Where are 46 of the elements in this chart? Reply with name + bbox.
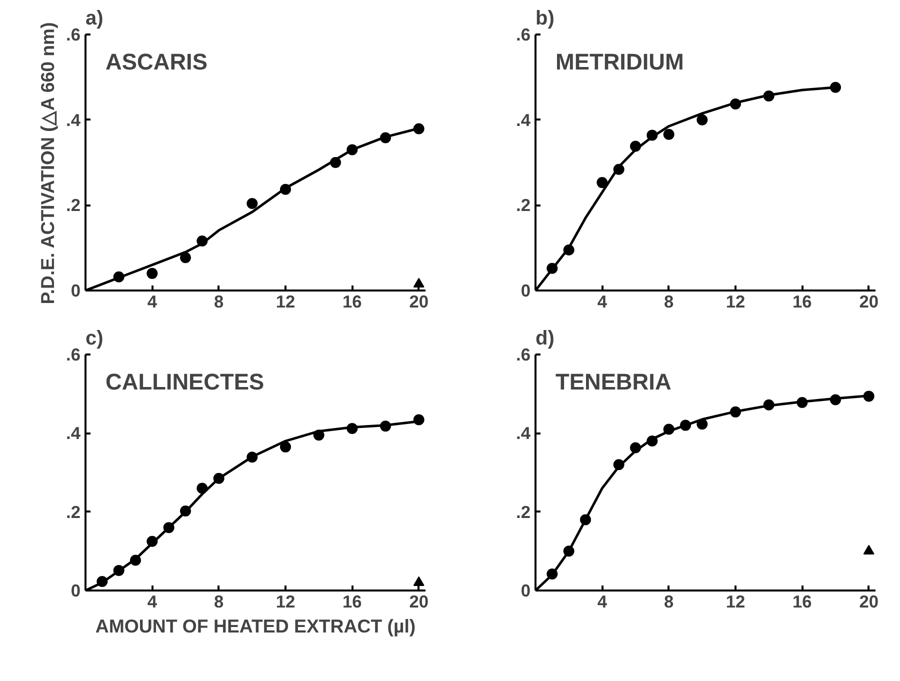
x-tick-label: 4 <box>597 592 608 612</box>
x-tick-label: 8 <box>214 292 224 312</box>
y-tick-label: 0 <box>70 580 81 600</box>
y-tick-label: .2 <box>516 195 530 216</box>
chart-title: c) <box>86 328 104 350</box>
x-tick-label: 20 <box>859 292 878 312</box>
text: TENEBRIA <box>556 368 672 394</box>
y-tick-label: .4 <box>66 110 81 130</box>
text: METRIDIUM <box>556 48 684 74</box>
x-tick-label: 20 <box>859 592 878 612</box>
x-axis-title: AMOUNT OF HEATED EXTRACT (µl) <box>95 616 416 636</box>
y-tick-label: .6 <box>516 24 531 44</box>
chart-title: a) <box>86 8 104 30</box>
y-tick-label: .2 <box>66 195 80 216</box>
y-tick-label: .2 <box>516 502 530 522</box>
y-axis-title: P.D.E. ACTIVATION (△A 660 nm) <box>37 22 58 304</box>
text: CALLINECTES <box>106 368 264 394</box>
x-tick-label: 20 <box>409 592 428 612</box>
y-tick-label: .6 <box>66 344 81 364</box>
x-tick-label: 8 <box>214 592 224 612</box>
y-tick-label: .6 <box>516 344 531 364</box>
x-tick-label: 12 <box>276 592 296 612</box>
x-tick-label: 4 <box>147 592 158 612</box>
chart-title: b) <box>536 8 554 30</box>
x-tick-label: 16 <box>792 592 812 612</box>
y-tick-label: 0 <box>70 280 81 300</box>
x-tick-label: 8 <box>664 292 674 312</box>
x-tick-label: 20 <box>409 292 428 312</box>
x-tick-label: 4 <box>147 292 158 312</box>
chart-title: d) <box>536 328 554 350</box>
x-tick-label: 16 <box>342 592 362 612</box>
y-tick-label: .6 <box>66 24 81 44</box>
y-tick-label: 0 <box>520 580 531 600</box>
x-tick-label: 12 <box>276 292 296 312</box>
x-tick-label: 12 <box>726 592 746 612</box>
x-tick-label: 4 <box>597 292 608 312</box>
y-tick-label: .2 <box>66 502 80 522</box>
x-tick-label: 12 <box>726 292 746 312</box>
text: ASCARIS <box>106 48 208 74</box>
y-tick-label: 0 <box>520 280 531 300</box>
x-tick-label: 8 <box>664 592 674 612</box>
y-tick-label: .4 <box>516 423 531 444</box>
x-tick-label: 16 <box>792 292 812 312</box>
y-tick-label: .4 <box>516 110 531 130</box>
x-tick-label: 16 <box>342 292 362 312</box>
y-tick-label: .4 <box>66 423 81 444</box>
